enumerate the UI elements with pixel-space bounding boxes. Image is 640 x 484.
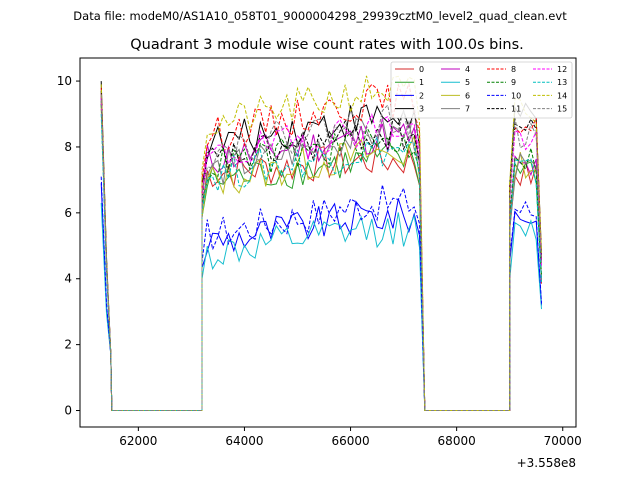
series-line-15 — [100, 94, 542, 411]
series-line-3 — [100, 81, 542, 411]
series-line-10 — [100, 176, 542, 411]
series-line-1 — [100, 100, 542, 411]
legend-label-15: 15 — [557, 105, 567, 114]
legend-label-14: 14 — [557, 91, 567, 100]
legend-label-10: 10 — [511, 91, 521, 100]
legend-label-13: 13 — [557, 78, 567, 87]
legend-label-5: 5 — [465, 78, 470, 87]
series-line-2 — [100, 183, 542, 411]
y-tick-label: 10 — [57, 74, 72, 88]
series-line-11 — [100, 90, 542, 411]
legend-label-2: 2 — [419, 91, 424, 100]
series-line-14 — [100, 75, 542, 411]
legend-label-6: 6 — [465, 91, 470, 100]
plot-area — [100, 75, 542, 411]
legend-label-8: 8 — [511, 65, 516, 74]
x-tick-label: 62000 — [119, 434, 157, 448]
y-tick-label: 0 — [64, 404, 72, 418]
axes-frame — [79, 57, 577, 428]
legend-label-11: 11 — [511, 105, 521, 114]
legend-label-1: 1 — [419, 78, 424, 87]
legend-label-9: 9 — [511, 78, 516, 87]
chart-title: Quadrant 3 module wise count rates with … — [130, 37, 524, 53]
series-line-12 — [100, 97, 542, 411]
series-line-13 — [100, 113, 542, 411]
y-tick-label: 8 — [64, 140, 72, 154]
x-tick-label: 70000 — [544, 434, 582, 448]
legend-label-4: 4 — [465, 65, 470, 74]
x-tick-label: 68000 — [438, 434, 476, 448]
legend-label-0: 0 — [419, 65, 424, 74]
x-tick-label: 66000 — [331, 434, 369, 448]
y-tick-label: 6 — [64, 206, 72, 220]
legend-label-7: 7 — [465, 105, 470, 114]
legend-label-12: 12 — [557, 65, 567, 74]
x-tick-label: 64000 — [225, 434, 263, 448]
legend-box — [390, 61, 573, 119]
series-line-5 — [100, 202, 542, 411]
x-offset-label: +3.558e8 — [517, 456, 576, 470]
y-tick-label: 4 — [64, 272, 72, 286]
legend-label-3: 3 — [419, 105, 424, 114]
y-tick-label: 2 — [64, 338, 72, 352]
chart-subtitle: Data file: modeM0/AS1A10_058T01_90000042… — [73, 9, 567, 23]
